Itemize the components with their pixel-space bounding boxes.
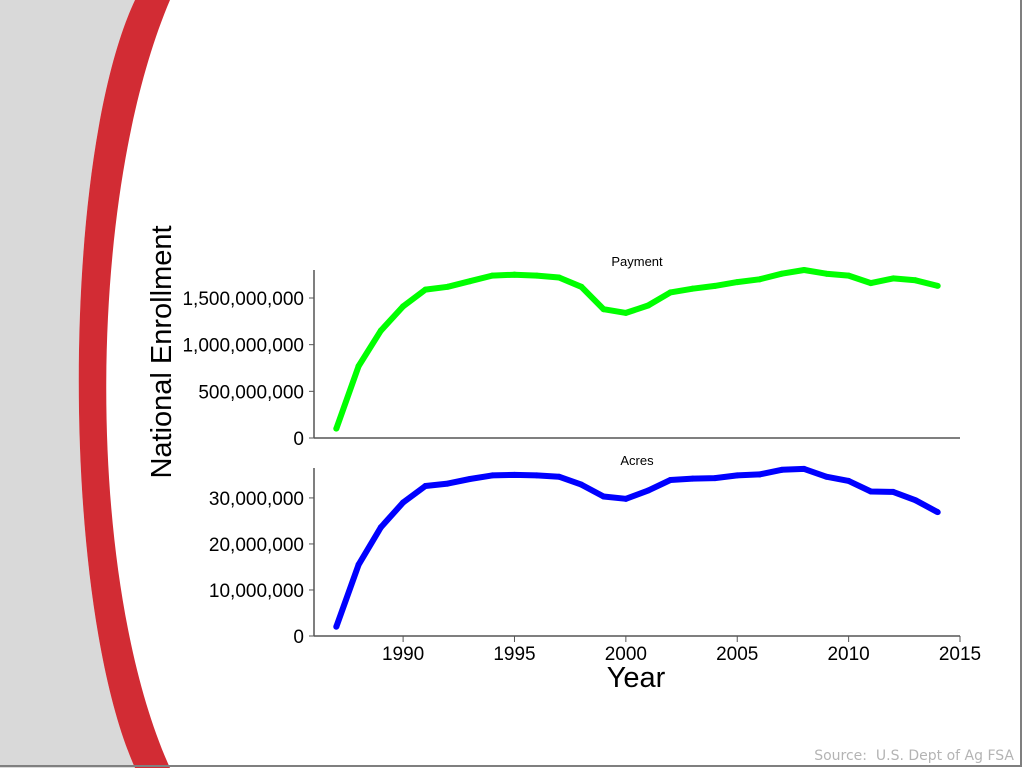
data-point-acres — [533, 472, 540, 479]
data-point-payment — [778, 270, 785, 277]
chart-panels: 0 500,000,000 1,000,000,000 1,500,000,000 Pa… — [182, 254, 960, 648]
data-point-acres — [801, 465, 808, 472]
data-point-payment — [934, 282, 941, 289]
y-tick-label: 20,000,000 — [209, 535, 304, 556]
x-axis: 1990 1995 2000 2005 2010 2015 — [382, 636, 981, 665]
x-tick-label: 2010 — [827, 644, 869, 665]
data-point-payment — [845, 272, 852, 279]
data-point-acres — [667, 476, 674, 483]
data-point-acres — [489, 472, 496, 479]
data-point-payment — [890, 275, 897, 282]
data-point-payment — [377, 327, 384, 334]
data-point-acres — [333, 623, 340, 630]
x-tick-label: 1990 — [382, 644, 424, 665]
data-point-acres — [867, 488, 874, 495]
data-point-acres — [422, 482, 429, 489]
source-note: Source: U.S. Dept of Ag FSA — [814, 748, 1014, 764]
data-point-payment — [756, 276, 763, 283]
x-tick-label: 2015 — [939, 644, 981, 665]
data-point-payment — [801, 267, 808, 273]
data-point-payment — [355, 363, 362, 370]
red-swoosh — [78, 0, 170, 768]
gray-side-band — [0, 0, 135, 768]
x-tick-label: 2000 — [605, 644, 647, 665]
data-point-payment — [333, 425, 340, 432]
data-point-payment — [533, 272, 540, 279]
data-point-acres — [355, 561, 362, 568]
data-point-acres — [756, 471, 763, 478]
data-point-acres — [823, 473, 830, 480]
data-point-acres — [845, 477, 852, 484]
data-point-acres — [600, 493, 607, 500]
y-axis-title: National Enrollment — [146, 225, 178, 478]
data-point-payment — [400, 303, 407, 310]
data-point-acres — [444, 480, 451, 487]
data-point-payment — [734, 279, 741, 286]
data-point-payment — [867, 280, 874, 287]
data-point-payment — [600, 306, 607, 313]
data-point-payment — [645, 302, 652, 309]
data-point-acres — [622, 495, 629, 502]
data-point-acres — [890, 488, 897, 495]
panel-payment: 0 500,000,000 1,000,000,000 1,500,000,000 Pa… — [182, 254, 960, 450]
data-point-acres — [912, 497, 919, 504]
series-line-acres — [333, 465, 940, 628]
data-point-payment — [578, 283, 585, 290]
data-point-payment — [711, 282, 718, 289]
y-tick-label: 0 — [293, 429, 304, 450]
data-point-payment — [422, 286, 429, 293]
data-point-payment — [556, 274, 563, 281]
panel-title: Acres — [620, 453, 654, 468]
data-point-acres — [556, 473, 563, 480]
x-axis-title: Year — [607, 662, 666, 694]
data-point-payment — [667, 289, 674, 296]
y-tick-label: 0 — [293, 627, 304, 648]
data-point-acres — [578, 481, 585, 488]
data-point-acres — [377, 524, 384, 531]
panel-title: Payment — [611, 254, 663, 269]
data-point-payment — [489, 272, 496, 279]
data-point-acres — [734, 472, 741, 479]
data-point-payment — [622, 309, 629, 316]
y-tick-label: 30,000,000 — [209, 489, 304, 510]
data-point-acres — [711, 475, 718, 482]
y-tick-label: 1,500,000,000 — [182, 289, 304, 310]
data-point-acres — [400, 499, 407, 506]
data-point-acres — [511, 471, 518, 478]
data-point-payment — [689, 285, 696, 292]
x-tick-label: 1995 — [493, 644, 535, 665]
panel-acres: 0 10,000,000 20,000,000 30,000,000 Acres — [209, 453, 960, 648]
x-tick-label: 2005 — [716, 644, 758, 665]
data-point-acres — [689, 475, 696, 482]
data-point-acres — [466, 476, 473, 483]
data-point-payment — [444, 283, 451, 290]
data-point-payment — [511, 271, 518, 278]
data-point-acres — [645, 487, 652, 494]
data-point-payment — [912, 277, 919, 284]
data-point-acres — [934, 509, 941, 516]
series-line-payment — [333, 267, 939, 430]
data-point-payment — [823, 270, 830, 277]
data-point-acres — [778, 466, 785, 473]
data-point-payment — [466, 278, 473, 285]
y-tick-label: 500,000,000 — [198, 382, 304, 403]
y-tick-label: 10,000,000 — [209, 581, 304, 602]
y-tick-label: 1,000,000,000 — [182, 336, 304, 357]
